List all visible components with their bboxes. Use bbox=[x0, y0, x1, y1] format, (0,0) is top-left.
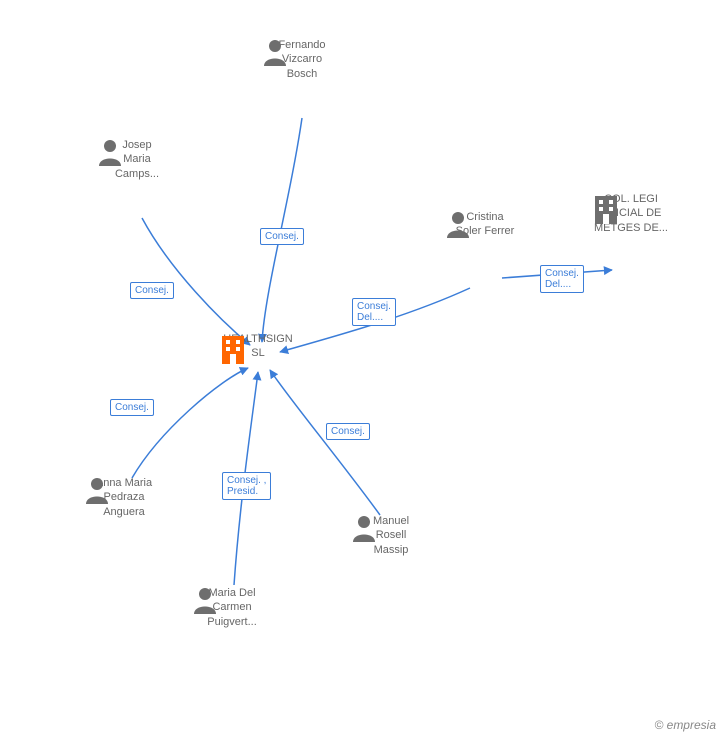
node-maria[interactable]: Maria Del Carmen Puigvert... bbox=[192, 586, 272, 629]
edge-label: Consej. Del.... bbox=[352, 298, 396, 326]
edge bbox=[132, 368, 248, 478]
node-center[interactable]: HEALTHSIGN SL bbox=[218, 332, 298, 361]
node-collegi[interactable]: COL. LEGI OFICIAL DE METGES DE... bbox=[591, 192, 671, 235]
node-josep[interactable]: Josep Maria Camps... bbox=[97, 138, 177, 181]
edge-label: Consej. Del.... bbox=[540, 265, 584, 293]
edge-label: Consej. , Presid. bbox=[222, 472, 271, 500]
edge-label: Consej. bbox=[326, 423, 370, 440]
edge-label: Consej. bbox=[110, 399, 154, 416]
edge bbox=[270, 370, 380, 515]
watermark: empresia bbox=[654, 718, 716, 732]
edges-layer bbox=[0, 0, 728, 740]
node-cristina[interactable]: Cristina Soler Ferrer bbox=[445, 210, 525, 239]
node-fernando[interactable]: Fernando Vizcarro Bosch bbox=[262, 38, 342, 81]
node-anna[interactable]: Anna Maria Pedraza Anguera bbox=[84, 476, 164, 519]
node-manuel[interactable]: Manuel Rosell Massip bbox=[351, 514, 431, 557]
edge-label: Consej. bbox=[260, 228, 304, 245]
edge-label: Consej. bbox=[130, 282, 174, 299]
